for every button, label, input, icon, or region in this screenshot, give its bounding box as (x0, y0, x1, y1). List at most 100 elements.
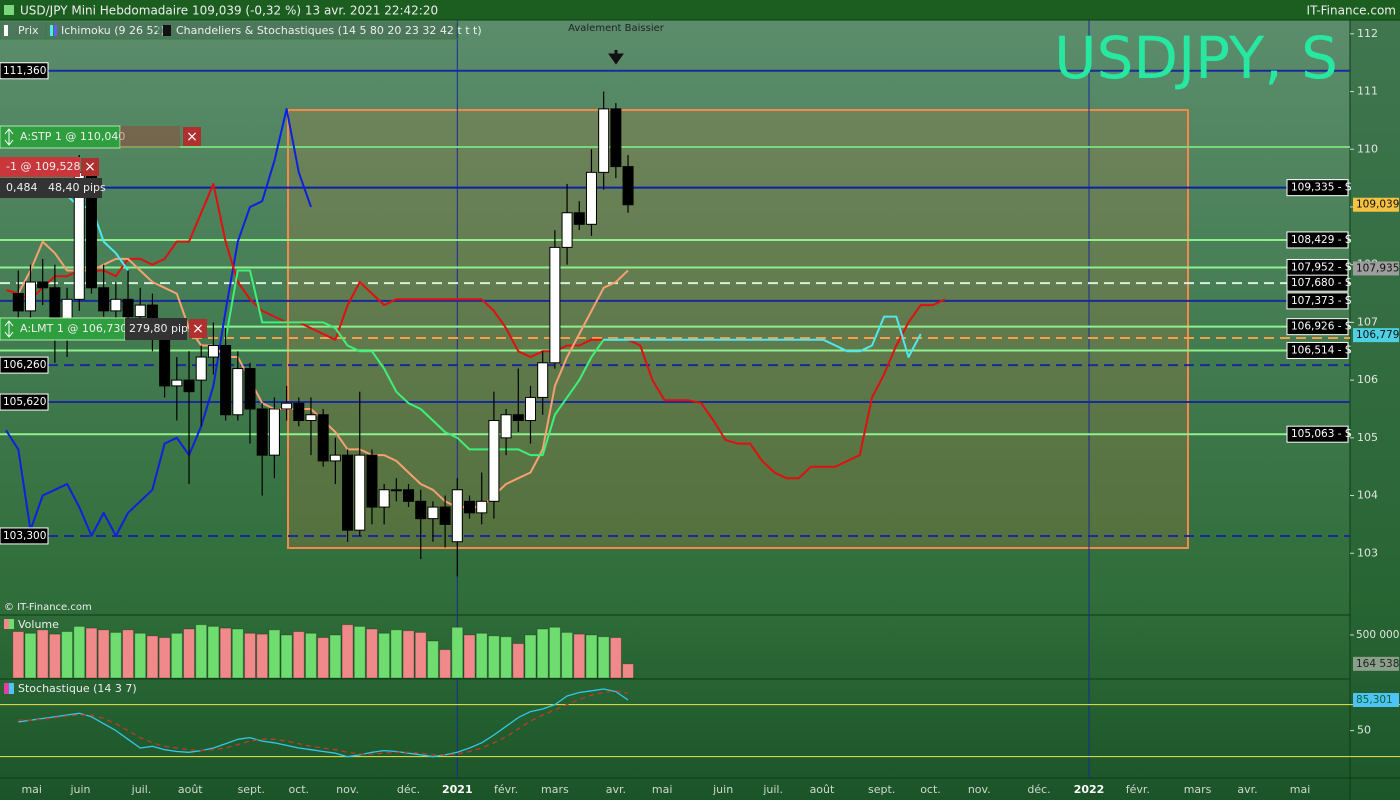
volume-bar (195, 624, 208, 679)
order-box[interactable] (0, 125, 121, 149)
x-tick-label: 2022 (1074, 783, 1105, 796)
pane-icon (4, 619, 9, 629)
x-tick-label: déc. (397, 783, 420, 796)
orders: A:STP 1 @ 110,040 × -1 @ 109,528 × 0,484… (0, 125, 207, 341)
x-tick-label: juin (69, 783, 90, 796)
candle-body (354, 454, 366, 531)
order-pips: 279,80 pips (129, 322, 194, 335)
volume-bar (256, 633, 269, 679)
volume-bar (268, 629, 281, 679)
volume-bar (219, 627, 232, 679)
volume-bar (231, 628, 244, 679)
order-box (125, 318, 187, 340)
close-button[interactable] (81, 158, 99, 176)
volume-bar (341, 624, 354, 679)
level-label-box (0, 62, 49, 80)
legend-icon (4, 25, 8, 36)
candle-body (232, 368, 244, 416)
x-tick-label: nov. (336, 783, 359, 796)
position-box[interactable] (0, 157, 80, 177)
candle-body (171, 379, 183, 387)
volume-bar (402, 630, 415, 679)
close-button[interactable] (183, 127, 201, 146)
candle-body (37, 281, 49, 289)
level-label-box (1286, 274, 1349, 292)
volume-bar (622, 663, 635, 679)
y-tick-label: 106 (1357, 373, 1378, 386)
axis-strip (1350, 20, 1400, 800)
volume-bar (158, 637, 171, 679)
candle-body (24, 281, 36, 312)
level-label: 105,620 (3, 396, 46, 408)
x-tick-label: mars (541, 783, 569, 796)
candle-body (195, 356, 207, 381)
candle-body (427, 506, 439, 520)
y-tick-label: 107 (1357, 315, 1378, 328)
candle-body (110, 298, 122, 312)
volume-bar (97, 629, 110, 679)
order-box (120, 126, 180, 148)
level-label: 106,260 (3, 359, 46, 371)
x-tick-label: oct. (288, 783, 309, 796)
volume-bar (548, 626, 561, 679)
y-tick-label: 500 000 (1356, 629, 1399, 641)
volume-bar (85, 627, 98, 679)
x-tick-label: sept. (868, 783, 895, 796)
y-tick-label: 111 (1357, 85, 1378, 98)
candle-body (549, 246, 561, 364)
candle-body (281, 402, 293, 410)
x-tick-label: juin (712, 783, 733, 796)
volume-bar (48, 633, 61, 679)
volume-bar (134, 632, 147, 679)
y-tick-label: 112 (1357, 27, 1378, 40)
candle-body (415, 500, 427, 520)
pl-price: 0,484 (6, 181, 38, 194)
level-label-box (0, 393, 49, 411)
y-tick-label: 110 (1357, 142, 1378, 155)
legend-item: Prix (18, 24, 39, 37)
stoch-tag-label: 85,301 (1356, 694, 1393, 706)
site-name: IT-Finance.com (1307, 4, 1396, 18)
volume-bar (73, 625, 86, 679)
legend-box (157, 21, 459, 40)
candle-body (329, 454, 341, 462)
x-tick-label: juil. (762, 783, 783, 796)
close-icon[interactable]: × (192, 321, 204, 337)
volume-bar (24, 632, 37, 679)
volume-bar (207, 625, 220, 679)
legend: Prix Ichimoku (9 26 52) Chandeliers & St… (0, 21, 482, 40)
close-icon[interactable]: × (84, 159, 96, 175)
level-label: 111,360 (3, 65, 46, 77)
price-tag (1353, 328, 1399, 343)
volume-tag (1353, 656, 1399, 671)
level-label: 107,373 - S (1291, 295, 1352, 307)
close-button[interactable] (189, 319, 207, 338)
volume-bar (414, 631, 427, 679)
candle-body (342, 454, 354, 531)
level-label: 106,514 - S (1291, 344, 1352, 356)
volume-bar (170, 632, 183, 679)
volume-bar (439, 649, 452, 679)
volume-bar (317, 637, 330, 679)
x-tick-label: mai (21, 783, 42, 796)
zone-box (287, 109, 1189, 549)
pl-box (0, 178, 102, 198)
level-label-box (1286, 179, 1349, 197)
candle-body (439, 506, 451, 525)
level-label: 107,952 - S (1291, 261, 1352, 273)
candle-body (268, 408, 280, 456)
level-label-box (1286, 341, 1349, 359)
volume-tag-label: 164 538 (1356, 658, 1399, 670)
level-label: 108,429 - S (1291, 234, 1352, 246)
labels-layer: mai juin juil. août sept. oct. nov. déc. 2021 fév… (0, 27, 1400, 796)
x-tick-label: avr. (1237, 783, 1257, 796)
price-tag-label: 107,935 (1356, 262, 1399, 274)
volume-bar (378, 632, 391, 679)
volume-bar (292, 631, 305, 679)
indicator-line (5, 107, 312, 537)
close-icon[interactable]: × (186, 129, 198, 145)
x-tick-label: avr. (606, 783, 626, 796)
volume-bar (561, 631, 574, 679)
x-tick-label: sept. (238, 783, 265, 796)
